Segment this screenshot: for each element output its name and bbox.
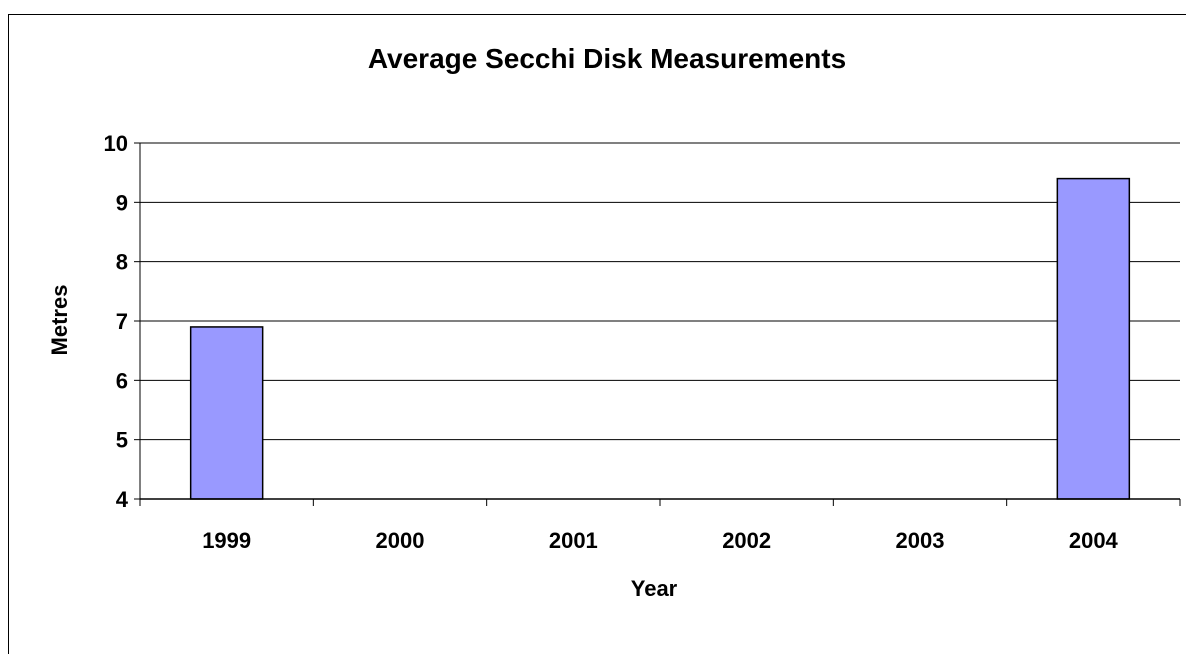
y-tick-label-6: 6	[116, 368, 128, 393]
y-tick-label-10: 10	[104, 131, 128, 156]
y-axis-title: Metres	[47, 285, 72, 356]
y-tick-label-7: 7	[116, 309, 128, 334]
bar-1999	[189, 326, 264, 500]
x-tick-label-2003: 2003	[896, 528, 945, 553]
bar-chart: Average Secchi Disk Measurements Year Me…	[47, 43, 1181, 601]
y-tick-label-9: 9	[116, 190, 128, 215]
x-tick-label-2004: 2004	[1069, 528, 1119, 553]
x-tick-label-2001: 2001	[549, 528, 598, 553]
x-tick-label-1999: 1999	[202, 528, 251, 553]
x-tick-label-2000: 2000	[376, 528, 425, 553]
chart-title: Average Secchi Disk Measurements	[368, 43, 846, 74]
x-axis-title: Year	[631, 576, 678, 601]
x-tick-label-2002: 2002	[722, 528, 771, 553]
y-tick-label-4: 4	[116, 487, 129, 512]
x-tick-labels: 1999 2000 2001 2002 2003 2004	[139, 499, 1181, 553]
gridlines	[140, 142, 1180, 441]
y-tick-labels: 4 5 6 7 8 9 10	[104, 131, 140, 512]
bars	[189, 177, 1131, 500]
y-tick-label-5: 5	[116, 428, 128, 453]
y-tick-label-8: 8	[116, 250, 128, 275]
bar-2004	[1056, 177, 1131, 500]
chart-frame	[8, 14, 1186, 654]
